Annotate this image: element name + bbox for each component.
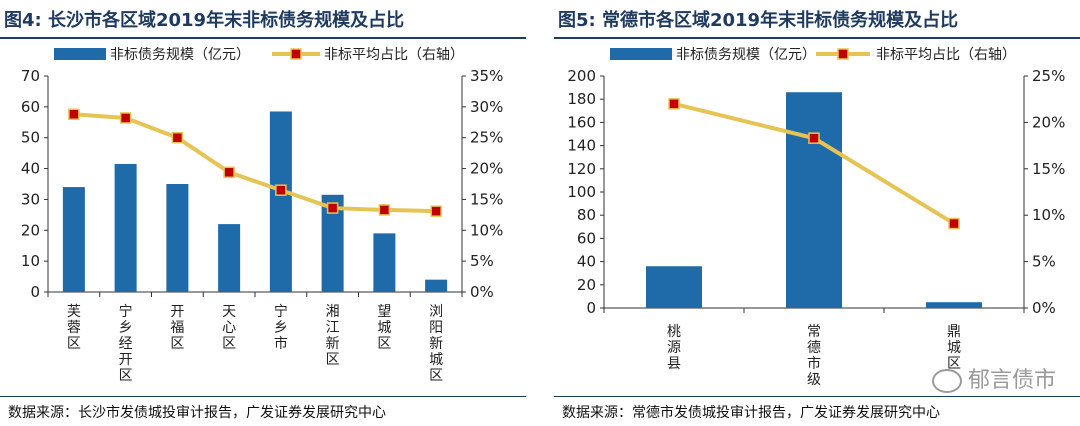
bar [62,187,85,292]
bar [269,111,292,292]
footer-rule [0,396,526,397]
left-tick-label: 160 [567,113,596,131]
left-tick-label: 200 [567,67,596,85]
bar [425,279,448,292]
right-tick-label: 10% [1032,206,1065,224]
left-tick-label: 60 [21,98,40,116]
bar [218,224,241,292]
left-tick-label: 140 [567,137,596,155]
chart-changsha: 0 10 20 30 40 50 60 70 0% 5% 10% 15% 20% 25% 30% 35% 芙蓉区… [21,47,503,384]
category-label: 开福区 [170,304,184,352]
right-tick-label: 5% [1032,253,1056,271]
left-tick-label: 120 [567,160,596,178]
chart-source: 数据来源：长沙市发债城投审计报告，广发证券发展研究中心 [8,405,386,421]
right-tick-label: 20% [1032,113,1065,131]
legend-line-label: 非标平均占比（右轴） [876,47,1016,63]
left-tick-label: 60 [577,229,596,247]
legend-bar-swatch [54,48,106,60]
bar [166,184,189,292]
left-tick-label: 20 [21,221,40,239]
legend-bar-swatch [610,48,672,60]
category-label: 湘江新区 [326,304,340,368]
watermark: 郁言债市 [931,362,1056,394]
share-point [378,204,391,216]
right-tick-label: 15% [470,190,503,208]
right-tick-label: 35% [470,67,503,85]
right-tick-label: 25% [1032,67,1065,85]
left-tick-label: 50 [21,129,40,147]
bar [786,92,842,308]
share-point [223,166,235,179]
share-point [68,108,80,121]
share-point [171,131,184,144]
category-label: 常德市级 [807,324,821,388]
left-tick-label: 0 [586,299,596,317]
chart-title: 图4: 长沙市各区域2019年末非标债务规模及占比 [4,10,405,31]
category-label: 鼎城区 [947,324,961,372]
category-label: 天心区 [222,304,236,352]
bar [321,194,344,292]
right-tick-label: 20% [470,160,503,178]
chart-panel-changde: 图5: 常德市各区域2019年末非标债务规模及占比 0 20 40 60 80 100 12… [554,0,1080,426]
header-rule [554,37,1080,39]
left-tick-label: 10 [21,252,40,270]
category-label: 望城区 [377,304,391,352]
legend-line-marker [290,48,302,60]
share-point [948,217,960,230]
category-label: 宁乡经开区 [119,303,133,384]
left-tick-label: 40 [21,160,40,178]
bar [373,233,396,292]
chart-panel-changsha: 图4: 长沙市各区域2019年末非标债务规模及占比 0 10 20 30 40 50 60 7… [0,0,526,426]
wechat-icon [931,369,962,393]
left-tick-label: 80 [577,206,596,224]
share-point [430,205,442,217]
right-tick-label: 5% [470,252,494,270]
left-tick-label: 70 [21,67,40,85]
right-tick-label: 0% [1032,299,1056,317]
left-tick-label: 30 [21,190,40,208]
header-rule [0,37,526,39]
left-tick-label: 100 [567,183,596,201]
left-tick-label: 20 [577,276,596,294]
chart-source: 数据来源：常德市发债城投审计报告，广发证券发展研究中心 [562,405,940,421]
share-point [119,112,132,124]
right-tick-label: 15% [1032,160,1065,178]
footer-rule [554,396,1080,397]
right-tick-label: 10% [470,221,503,239]
category-label: 宁乡市 [274,303,288,352]
chart-title: 图5: 常德市各区域2019年末非标债务规模及占比 [558,10,959,31]
watermark-text: 郁言债市 [967,368,1056,393]
category-label: 桃源县 [667,324,681,372]
legend-line-label: 非标平均占比（右轴） [324,47,464,63]
share-line [73,112,437,214]
bar [926,302,982,308]
share-point [326,202,339,214]
left-tick-label: 0 [30,283,40,301]
share-point [275,184,287,196]
right-tick-label: 30% [470,98,503,116]
bar [646,266,702,308]
right-tick-label: 0% [470,283,494,301]
share-point [668,98,680,110]
category-label: 芙蓉区 [67,303,81,352]
left-tick-label: 180 [567,90,596,108]
bar [114,163,137,292]
right-tick-label: 25% [470,129,503,147]
left-tick-label: 40 [577,253,596,271]
chart-changde: 0 20 40 60 80 100 120 140 160 180 200 0% 5% 10% 15% 20%… [567,47,1065,388]
legend-bar-label: 非标债务规模（亿元） [676,47,816,63]
legend-line-marker [837,48,849,60]
share-point [808,132,820,144]
legend-bar-label: 非标债务规模（亿元） [110,47,250,63]
category-label: 浏阳新城区 [429,304,443,384]
